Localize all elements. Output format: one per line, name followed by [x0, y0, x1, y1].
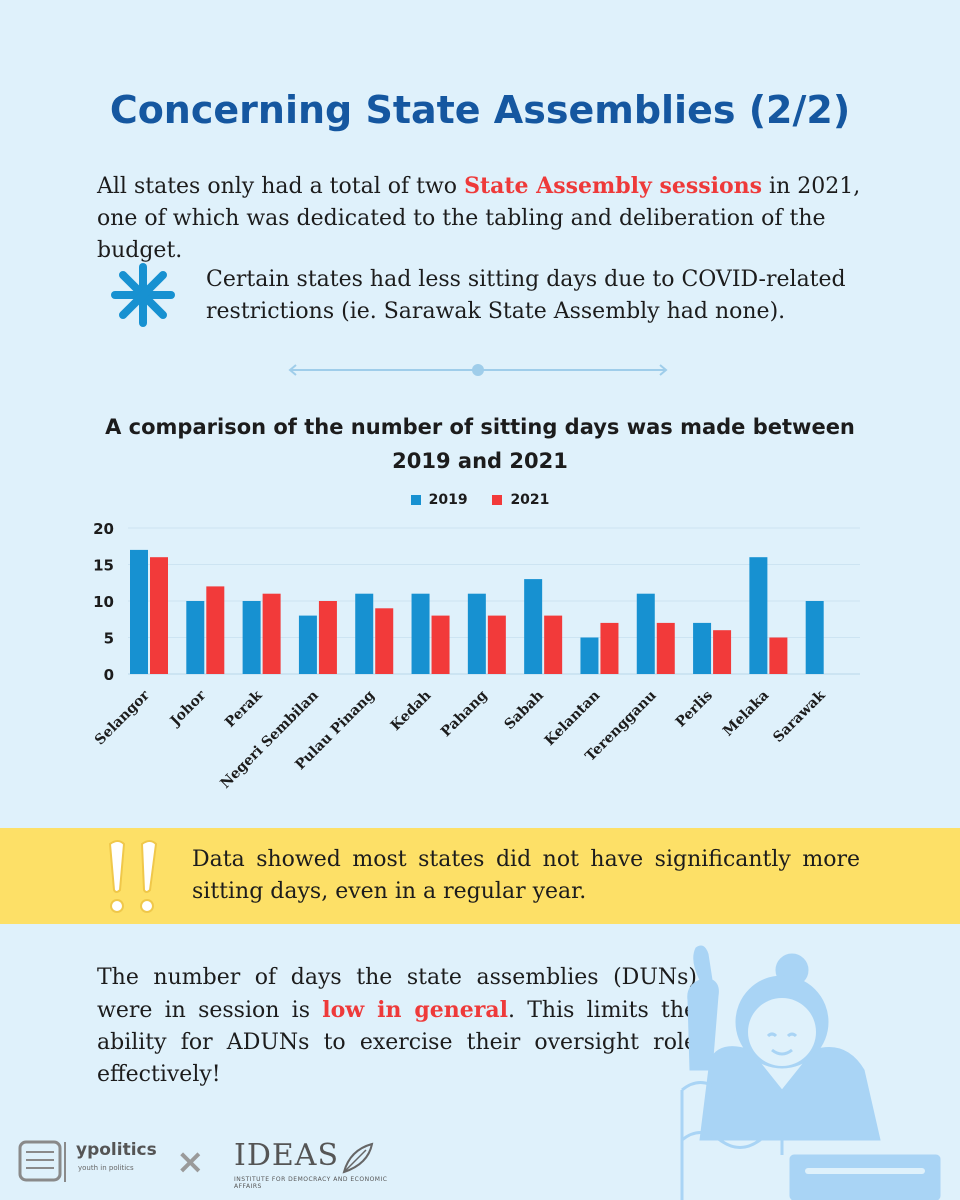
- ypolitics-logo-icon: [18, 1140, 66, 1182]
- callout-band: Data showed most states did not have sig…: [0, 828, 960, 924]
- legend-item-2021: 2021: [492, 492, 549, 508]
- ideas-name: IDEAS: [234, 1138, 340, 1173]
- bar-2021: [150, 557, 168, 674]
- bar-2019: [467, 593, 486, 674]
- cross-separator: ×: [176, 1142, 205, 1182]
- bar-2021: [431, 615, 450, 674]
- ideas-tagline: INSTITUTE FOR DEMOCRACY AND ECONOMIC AFF…: [234, 1176, 388, 1190]
- bar-2019: [130, 549, 148, 674]
- outro-text-end: . This limits the ability for ADUNs to e…: [97, 998, 698, 1087]
- bar-2021: [544, 615, 563, 674]
- footer-logos: ypolitics youth in politics × IDEAS INST…: [18, 1138, 398, 1190]
- y-tick-label: 0: [104, 666, 114, 684]
- x-tick-label: Pahang: [438, 687, 491, 740]
- x-tick-label: Melaka: [720, 688, 772, 740]
- bar-2019: [580, 637, 599, 674]
- bar-2021: [600, 622, 619, 674]
- bar-2019: [749, 557, 768, 674]
- outro-paragraph: The number of days the state assemblies …: [97, 962, 697, 1091]
- x-tick-label: Sabah: [502, 688, 547, 733]
- chart-title: A comparison of the number of sitting da…: [105, 415, 855, 473]
- y-tick-label: 5: [104, 630, 114, 648]
- chart-legend: 2019 2021: [0, 492, 960, 509]
- page-title: Concerning State Assemblies (2/2): [109, 88, 851, 132]
- intro-highlight: State Assembly sessions: [464, 173, 763, 199]
- asterisk-icon: [111, 263, 175, 327]
- x-tick-label: Johor: [166, 687, 209, 730]
- divider: [288, 364, 668, 376]
- intro-paragraph: All states only had a total of two State…: [97, 170, 877, 267]
- bar-2019: [242, 601, 261, 674]
- bar-2019: [411, 593, 430, 674]
- bar-2021: [206, 586, 225, 674]
- bar-2021: [656, 622, 675, 674]
- note-row: Certain states had less sitting days due…: [110, 262, 870, 332]
- bar-2019: [693, 622, 712, 674]
- speaker-illustration: [680, 945, 941, 1200]
- note-text: Certain states had less sitting days due…: [206, 267, 846, 324]
- legend-swatch-2019: [410, 495, 421, 505]
- intro-text-start: All states only had a total of two: [97, 174, 465, 199]
- ypolitics-tagline: youth in politics: [78, 1164, 134, 1172]
- y-tick-label: 15: [93, 557, 114, 575]
- legend-label-2019: 2019: [428, 492, 468, 508]
- bar-2019: [186, 601, 205, 674]
- legend-item-2019: 2019: [410, 492, 468, 508]
- bar-2019: [636, 593, 655, 674]
- bar-2021: [375, 608, 394, 674]
- bar-2021: [769, 637, 788, 674]
- outro-highlight: low in general: [322, 997, 508, 1023]
- ideas-leaf-icon: [342, 1142, 374, 1174]
- bar-2019: [355, 593, 374, 674]
- bar-2021: [262, 593, 281, 674]
- x-tick-label: Kelantan: [542, 688, 604, 750]
- bar-2021: [487, 615, 506, 674]
- bar-2021: [713, 630, 732, 674]
- x-tick-label: Kedah: [388, 688, 435, 735]
- x-tick-label: Sarawak: [770, 687, 829, 746]
- y-tick-label: 20: [93, 520, 114, 538]
- callout-text: Data showed most states did not have sig…: [192, 847, 860, 904]
- ypolitics-name: ypolitics: [76, 1140, 157, 1160]
- bar-2019: [524, 579, 543, 674]
- legend-swatch-2021: [492, 495, 503, 505]
- outro-text-start: The number of days the state assemblies …: [97, 965, 697, 1023]
- bar-2019: [298, 615, 317, 674]
- bar-2019: [805, 601, 824, 674]
- x-tick-label: Perak: [222, 687, 265, 730]
- x-tick-label: Negeri Sembilan: [217, 688, 321, 792]
- legend-label-2021: 2021: [510, 492, 550, 508]
- x-tick-label: Perlis: [673, 687, 716, 730]
- y-tick-label: 10: [93, 593, 114, 611]
- bar-2021: [318, 601, 337, 674]
- double-exclamation-icon: [108, 840, 158, 913]
- x-tick-label: Selangor: [92, 687, 153, 748]
- intro-text-end: in 2021, one of which was dedicated to t…: [97, 174, 861, 263]
